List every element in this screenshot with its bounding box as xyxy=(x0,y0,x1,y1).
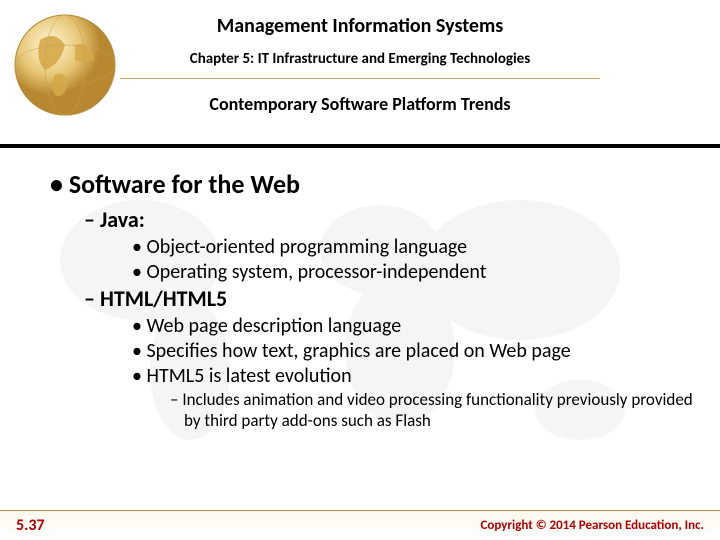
bullet-lvl1: Software for the Web xyxy=(50,168,700,200)
slide-body: Software for the Web Java: Object-orient… xyxy=(0,148,720,432)
slide-header: Management Information Systems Chapter 5… xyxy=(0,0,720,148)
slide-number: 5.37 xyxy=(16,516,45,535)
bullet-lvl3: Operating system, processor-independent xyxy=(132,260,700,285)
bullet-lvl2-java: Java: xyxy=(84,206,700,233)
bullet-lvl3: Web page description language xyxy=(132,314,700,339)
bullet-lvl4: Includes animation and video processing … xyxy=(170,389,700,432)
bullet-lvl2-html: HTML/HTML5 xyxy=(84,285,700,312)
bullet-lvl3: Specifies how text, graphics are placed … xyxy=(132,339,700,364)
bullet-lvl3: HTML5 is latest evolution xyxy=(132,364,700,389)
bullet-lvl3: Object-oriented programming language xyxy=(132,235,700,260)
copyright-text: Copyright © 2014 Pearson Education, Inc. xyxy=(480,518,704,533)
slide-footer: 5.37 Copyright © 2014 Pearson Education,… xyxy=(0,510,720,540)
globe-icon xyxy=(10,10,120,120)
